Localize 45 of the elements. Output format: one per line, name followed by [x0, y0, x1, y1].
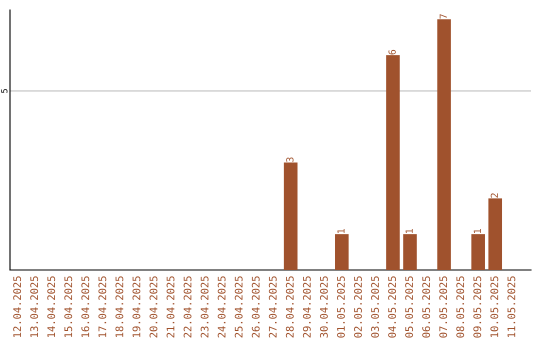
x-tick-label: 02.05.2025	[354, 276, 362, 338]
x-tick-label: 10.05.2025	[490, 276, 498, 338]
data-label: 1	[337, 228, 345, 234]
x-tick-label: 16.04.2025	[81, 276, 90, 338]
x-tick-label: 15.04.2025	[64, 276, 72, 338]
bar	[284, 162, 298, 270]
x-tick-label: 27.04.2025	[268, 276, 277, 338]
x-tick-label: 24.04.2025	[218, 276, 226, 338]
x-tick-label: 06.05.2025	[422, 276, 430, 338]
data-label: 1	[474, 228, 481, 234]
x-tick-label: 01.05.2025	[336, 276, 345, 338]
x-tick-label: 17.04.2025	[98, 276, 106, 338]
x-tick-label: 14.04.2025	[47, 276, 56, 338]
bar	[335, 234, 349, 270]
x-tick-label: 28.04.2025	[286, 276, 294, 338]
bar	[488, 198, 502, 270]
x-tick-label: 22.04.2025	[184, 276, 192, 338]
x-tick-label: 30.04.2025	[320, 276, 328, 338]
data-label: 1	[406, 228, 413, 234]
data-label: 6	[388, 50, 396, 54]
bar	[437, 19, 451, 270]
data-label: 2	[490, 193, 498, 198]
x-tick-label: 12.04.2025	[13, 276, 22, 338]
x-tick-label: 21.04.2025	[166, 276, 174, 338]
x-tick-label: 23.04.2025	[200, 276, 209, 338]
data-label: 3	[286, 157, 294, 162]
ref-line-label: 5	[1, 89, 8, 93]
x-tick-label: 08.05.2025	[456, 276, 464, 338]
x-tick-label: 11.05.2025	[507, 276, 516, 338]
x-tick-label: 05.05.2025	[405, 276, 414, 338]
x-tick-label: 03.05.2025	[371, 276, 379, 338]
x-tick-label: 19.04.2025	[132, 276, 140, 338]
x-tick-label: 04.05.2025	[388, 276, 396, 338]
x-tick-label: 18.04.2025	[115, 276, 124, 338]
bar	[471, 234, 485, 270]
bar	[403, 234, 417, 270]
x-tick-label: 07.05.2025	[439, 276, 448, 338]
x-tick-label: 29.04.2025	[302, 276, 311, 338]
x-tick-label: 13.04.2025	[30, 276, 38, 338]
x-tick-label: 25.04.2025	[234, 276, 243, 338]
data-label: 7	[440, 14, 447, 19]
x-tick-label: 09.05.2025	[473, 276, 482, 338]
bar	[386, 55, 400, 270]
x-tick-label: 26.04.2025	[252, 276, 260, 338]
x-tick-label: 20.04.2025	[150, 276, 158, 338]
